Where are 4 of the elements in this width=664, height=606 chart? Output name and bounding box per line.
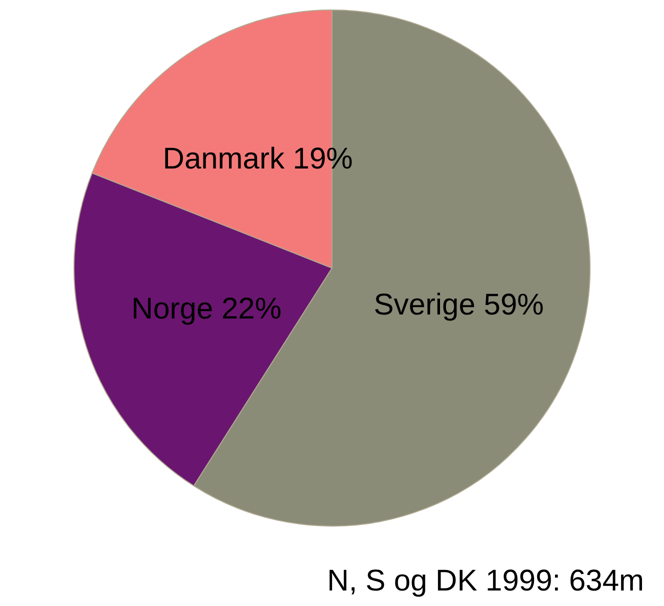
- slice-label: Danmark 19%: [162, 142, 353, 176]
- text: N, S og DK 1999: 634m: [327, 564, 644, 598]
- slice-label: Sverige 59%: [374, 288, 544, 322]
- slice-label: Norge 22%: [131, 292, 282, 326]
